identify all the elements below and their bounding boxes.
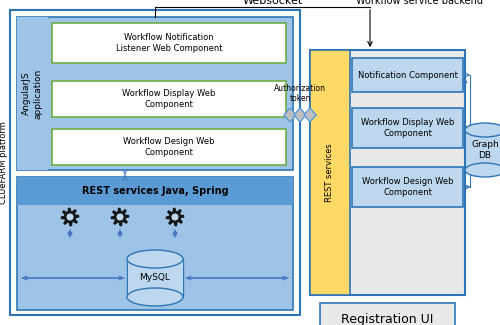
Circle shape <box>171 213 179 221</box>
Bar <box>465 130 500 170</box>
Ellipse shape <box>127 250 183 268</box>
Polygon shape <box>166 208 184 226</box>
Text: AngularJS
application: AngularJS application <box>22 68 42 119</box>
Polygon shape <box>284 108 296 122</box>
Text: CLUeFARM platform: CLUeFARM platform <box>0 121 8 204</box>
Ellipse shape <box>465 163 500 177</box>
Circle shape <box>116 213 124 221</box>
Bar <box>310 50 465 295</box>
Text: Workflow Display Web
Component: Workflow Display Web Component <box>122 89 216 109</box>
Bar <box>352 167 463 207</box>
Bar <box>52 23 286 63</box>
Text: REST services: REST services <box>326 143 334 202</box>
Bar <box>52 129 286 165</box>
Polygon shape <box>61 208 79 226</box>
Text: MySQL: MySQL <box>140 274 170 282</box>
Text: Workflow Display Web
Component: Workflow Display Web Component <box>361 118 454 138</box>
Bar <box>17 17 48 170</box>
Text: Workflow Design Web
Component: Workflow Design Web Component <box>362 177 453 197</box>
Text: Workflow Design Web
Component: Workflow Design Web Component <box>123 137 215 157</box>
Bar <box>352 108 463 148</box>
Circle shape <box>66 213 74 221</box>
Text: Graph
DB: Graph DB <box>471 140 499 160</box>
Bar <box>52 81 286 117</box>
Bar <box>17 17 293 170</box>
Bar <box>10 10 300 315</box>
Ellipse shape <box>127 288 183 306</box>
Polygon shape <box>294 108 306 122</box>
Text: Authorization
token: Authorization token <box>274 84 326 103</box>
Bar <box>17 177 293 205</box>
Text: REST services Java, Spring: REST services Java, Spring <box>82 186 229 196</box>
Text: Registration UI: Registration UI <box>342 313 434 325</box>
Bar <box>127 259 183 297</box>
Bar <box>352 58 463 92</box>
Bar <box>128 259 182 297</box>
Bar <box>310 50 350 295</box>
Text: Websocket: Websocket <box>242 0 302 6</box>
Text: Workflow service backend: Workflow service backend <box>356 0 484 6</box>
Polygon shape <box>304 108 316 122</box>
Bar <box>320 303 455 325</box>
Polygon shape <box>111 208 129 226</box>
Text: Notification Component: Notification Component <box>358 71 458 80</box>
Bar <box>17 177 293 310</box>
Bar <box>466 130 500 170</box>
Text: Workflow Notification
Listener Web Component: Workflow Notification Listener Web Compo… <box>116 33 222 53</box>
Ellipse shape <box>465 123 500 137</box>
